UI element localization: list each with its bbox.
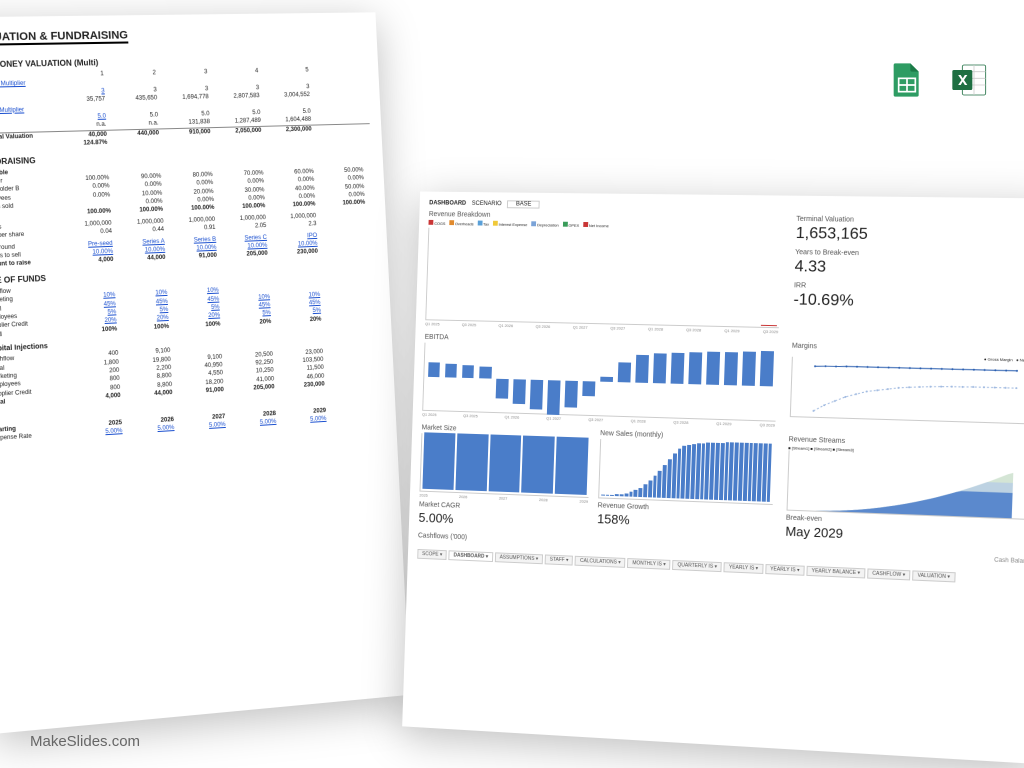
revenue-breakdown-chart: Revenue Breakdown COGS Overheads Tax Int… [425,211,782,334]
tab-assumptions[interactable]: ASSUMPTIONS ▾ [495,552,543,564]
tab-scope[interactable]: SCOPE ▾ [417,549,447,560]
tab-yearly balance[interactable]: YEARLY BALANCE ▾ [806,566,865,579]
revenue-streams-chart: Revenue Streams ■ [Stream1] ■ [Stream2] … [785,436,1024,550]
tab-dashboard[interactable]: DASHBOARD ▾ [449,550,493,562]
tab-cashflow[interactable]: CASHFLOW ▾ [867,568,911,580]
tab-quarterly is[interactable]: QUARTERLY IS ▾ [672,560,722,572]
scenario-select[interactable]: BASE [507,200,540,208]
tab-yearly is[interactable]: YEARLY IS ▾ [765,564,805,576]
app-icons [887,60,989,100]
new-sales-chart: New Sales (monthly) Revenue Growth 158% [597,430,775,539]
tab-yearly is[interactable]: YEARLY IS ▾ [724,562,763,574]
kpi-panel: Terminal Valuation 1,653,165 Years to Br… [792,216,1024,341]
market-size-chart: Market Size 20252026202720282029 Market … [418,424,590,531]
sheet1-title: VALUATION & FUNDRAISING [0,29,128,45]
valuation-sheet: VALUATION & FUNDRAISING PRE-MONEY VALUAT… [0,12,410,733]
excel-icon [949,60,989,100]
tab-monthly is[interactable]: MONTHLY IS ▾ [627,558,670,570]
tab-staff[interactable]: STAFF ▾ [545,554,574,565]
margins-chart: Margins ● Gross Margin ● Net Margin [789,343,1024,436]
footer-brand: MakeSlides.com [30,733,140,750]
ebitda-chart: EBITDA Q1 2025Q3 2025Q1 2026Q1 2027Q3 20… [422,334,778,428]
tab-valuation[interactable]: VALUATION ▾ [912,570,955,582]
dashboard-sheet: DASHBOARD SCENARIO BASE Revenue Breakdow… [402,192,1024,764]
dashboard-label: DASHBOARD [429,200,466,206]
google-sheets-icon [887,60,927,100]
tab-calculations[interactable]: CALCULATIONS ▾ [575,556,626,568]
